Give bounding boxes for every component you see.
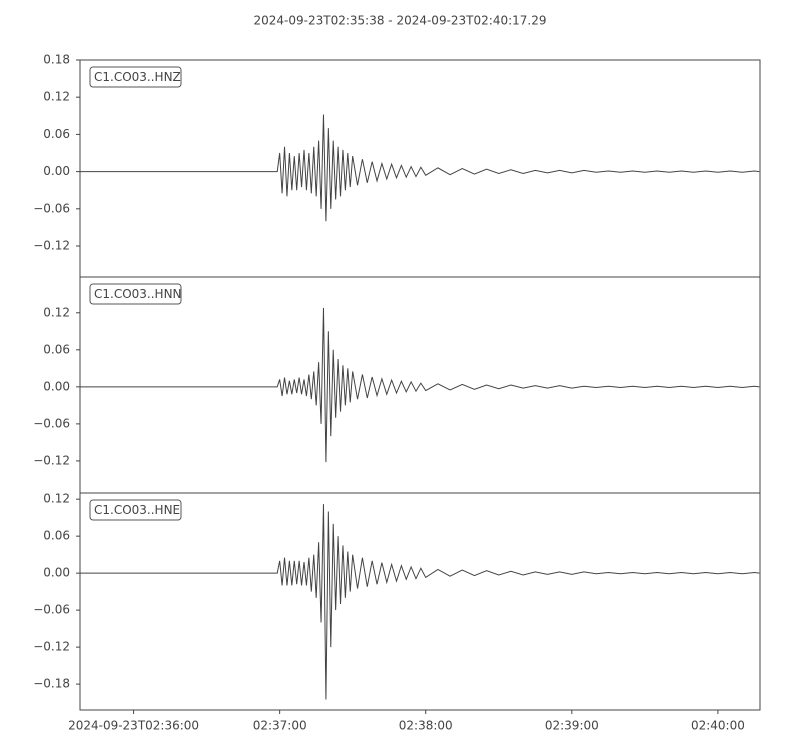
y-tick-label: −0.06: [33, 201, 70, 215]
y-tick-label: 0.06: [43, 127, 70, 141]
figure-title: 2024-09-23T02:35:38 - 2024-09-23T02:40:1…: [254, 14, 547, 28]
trace-label-box: [89, 66, 182, 88]
y-tick-label: −0.12: [33, 239, 70, 253]
trace-label-box: [89, 283, 182, 305]
y-tick-label: 0.18: [43, 53, 70, 67]
x-tick-label: 02:39:00: [545, 719, 599, 733]
waveform: [80, 114, 760, 222]
y-tick-label: 0.06: [43, 529, 70, 543]
x-tick-label: 02:38:00: [399, 719, 453, 733]
y-tick-label: 0.00: [43, 379, 70, 393]
x-tick-label: 02:40:00: [691, 719, 745, 733]
waveform: [80, 307, 760, 463]
y-tick-label: 0.00: [43, 164, 70, 178]
trace-label: C1.CO03..HNZ: [94, 70, 181, 84]
axes-frame: [79, 492, 761, 711]
y-tick-label: −0.12: [33, 453, 70, 467]
y-tick-label: 0.12: [43, 305, 70, 319]
y-tick-label: −0.06: [33, 416, 70, 430]
y-tick-label: 0.06: [43, 342, 70, 356]
y-tick-label: 0.12: [43, 492, 70, 506]
y-tick-label: −0.06: [33, 603, 70, 617]
trace-label-box: [89, 499, 182, 521]
y-tick-label: −0.12: [33, 640, 70, 654]
y-tick-label: −0.18: [33, 677, 70, 691]
trace-label: C1.CO03..HNN: [94, 287, 182, 301]
trace-label: C1.CO03..HNE: [94, 503, 180, 517]
y-tick-label: 0.00: [43, 566, 70, 580]
x-tick-label: 02:37:00: [253, 719, 307, 733]
x-tick-label: 2024-09-23T02:36:00: [68, 719, 199, 733]
waveform: [80, 504, 760, 700]
y-tick-label: 0.12: [43, 90, 70, 104]
